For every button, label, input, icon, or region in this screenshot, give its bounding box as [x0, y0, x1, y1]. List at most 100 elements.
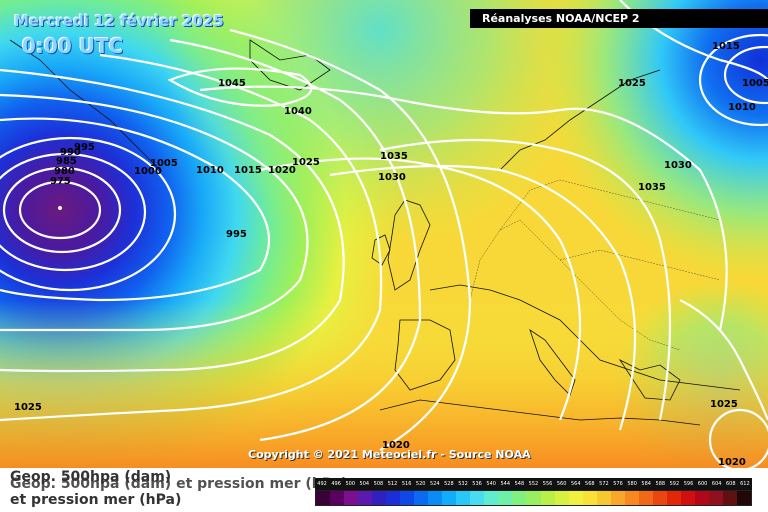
colorbar-tick-label: 580	[627, 481, 637, 487]
copyright-notice: Copyright © 2021 Meteociel.fr - Source N…	[248, 448, 531, 461]
isobar-label: 985	[56, 156, 77, 167]
isobar-1005	[0, 68, 345, 373]
isobar-1025-se	[679, 299, 768, 421]
colorbar-swatch	[456, 491, 471, 505]
colorbar-tick-label: 564	[570, 481, 581, 487]
colorbar-swatch	[344, 491, 359, 505]
uk-coast	[387, 199, 431, 291]
isobar-label: 1015	[234, 165, 262, 176]
colorbar-ticks: 492 496 500 504 508 512 516 520 524 528 532 536 540 5…	[315, 478, 752, 490]
colorbar-swatch	[512, 491, 527, 505]
isobar-label: 1020	[268, 165, 296, 176]
colorbar-swatch	[442, 491, 457, 505]
map-canvas: 1045 1040 1025 1035 1030 1030 1035 1025 …	[0, 0, 768, 468]
colorbar-tick-label: 608	[725, 481, 736, 487]
colorbar-swatch	[498, 491, 513, 505]
coastlines	[9, 39, 741, 426]
source-banner: Réanalyses NOAA/NCEP 2	[470, 9, 768, 28]
iceland-coast	[249, 39, 331, 91]
greenland-coast	[9, 39, 161, 171]
colorbar-tick-label: 528	[444, 481, 454, 487]
legend-title-2: Geop. 500hpa (dam) et pression mer (hPa)	[10, 476, 348, 492]
iberia-coast	[394, 319, 456, 391]
isobar-label: 1010	[728, 102, 756, 113]
isobars	[0, 0, 768, 468]
south-field	[0, 0, 768, 468]
colorbar-tick-label: 544	[500, 481, 511, 487]
isobar-label: 1025	[14, 402, 42, 413]
isobar-1010	[0, 53, 383, 422]
colorbar-tick-label: 576	[613, 481, 623, 487]
italy-coast	[529, 329, 576, 396]
colorbar-tick-label: 552	[528, 481, 539, 487]
colorbar-tick-label: 504	[359, 481, 370, 487]
colorbar-tick-label: 508	[373, 481, 384, 487]
isobar-label: 995	[226, 229, 247, 240]
isobar-label: 1025	[292, 157, 320, 168]
colorbar-tick-label: 556	[542, 481, 553, 487]
map-date: Mercredi 12 février 2025	[14, 12, 224, 30]
isobar-995	[0, 117, 270, 302]
isobar-label: 1000	[134, 166, 162, 177]
ireland-coast	[371, 234, 391, 266]
colorbar-swatch	[582, 491, 597, 505]
colorbar-tick-label: 568	[585, 481, 595, 487]
colorbar-tick-label: 592	[669, 481, 680, 487]
isobar-label: 995	[74, 142, 95, 153]
isobar-label: 1020	[718, 457, 746, 468]
colorbar-swatch	[638, 491, 653, 505]
colorbar-tick-label: 560	[556, 481, 567, 487]
colorbar-tick-label: 604	[711, 481, 722, 487]
isobar-1020	[229, 28, 472, 451]
map-time: 0:00 UTC	[22, 34, 124, 58]
isobar-label: 980	[54, 166, 75, 177]
legend-title-3: et pression mer (hPa)	[10, 492, 182, 508]
isobar-label: 1025	[710, 399, 738, 410]
colorbar-tick-label: 536	[472, 481, 482, 487]
colorbar-tick-label: 524	[430, 481, 440, 487]
isobar-label: 1005	[742, 78, 768, 89]
colorbar-swatch	[666, 491, 681, 505]
isobar-label: 1045	[218, 78, 246, 89]
colorbar-tick-label: 612	[740, 481, 750, 487]
isobar-label: 1035	[380, 151, 408, 162]
colorbar-swatch	[526, 491, 541, 505]
colorbar-tick-label: 512	[387, 481, 398, 487]
colorbar-swatch	[330, 491, 345, 505]
isobar-label: 1020	[382, 440, 410, 451]
isobar-1045	[167, 67, 313, 107]
isobar-990	[0, 136, 177, 292]
isobar-1015	[169, 38, 422, 442]
colorbar-swatch	[722, 491, 737, 505]
colorbar-tick-label: 492	[317, 481, 327, 487]
isobar-label: 1025	[618, 78, 646, 89]
isobar-975	[18, 180, 102, 240]
colorbar-tick-label: 532	[458, 481, 468, 487]
isobar-label: 1010	[196, 165, 224, 176]
isobar-985	[0, 152, 147, 272]
colorbar-swatch	[484, 491, 499, 505]
colorbar-swatch	[540, 491, 555, 505]
colorbar-swatches	[315, 490, 752, 506]
isobar-label: 975	[50, 176, 71, 187]
colorbar-swatch	[624, 491, 639, 505]
colorbar-tick-label: 584	[641, 481, 651, 487]
borders	[469, 179, 721, 351]
colorbar-swatch	[316, 491, 331, 505]
north-africa-coast	[379, 399, 701, 426]
isobar-1025	[259, 157, 582, 421]
legend-title-1: Geop. 500hpa (dam)	[10, 469, 172, 485]
isobar-1035	[379, 138, 672, 421]
colorbar-tick-label: 588	[655, 481, 666, 487]
isobar-labels: 1045 1040 1025 1035 1030 1030 1035 1025 …	[14, 41, 768, 468]
isobar-label: 990	[60, 147, 81, 158]
colorbar-swatch	[400, 491, 415, 505]
colorbar-tick-label: 500	[345, 481, 355, 487]
greece-coast	[618, 358, 681, 401]
isobar-label: 1040	[284, 106, 312, 117]
isobar-980	[2, 166, 122, 254]
colorbar-swatch	[372, 491, 387, 505]
isobar-1010-ne	[698, 33, 768, 127]
colorbar-swatch	[652, 491, 667, 505]
colorbar-swatch	[694, 491, 709, 505]
